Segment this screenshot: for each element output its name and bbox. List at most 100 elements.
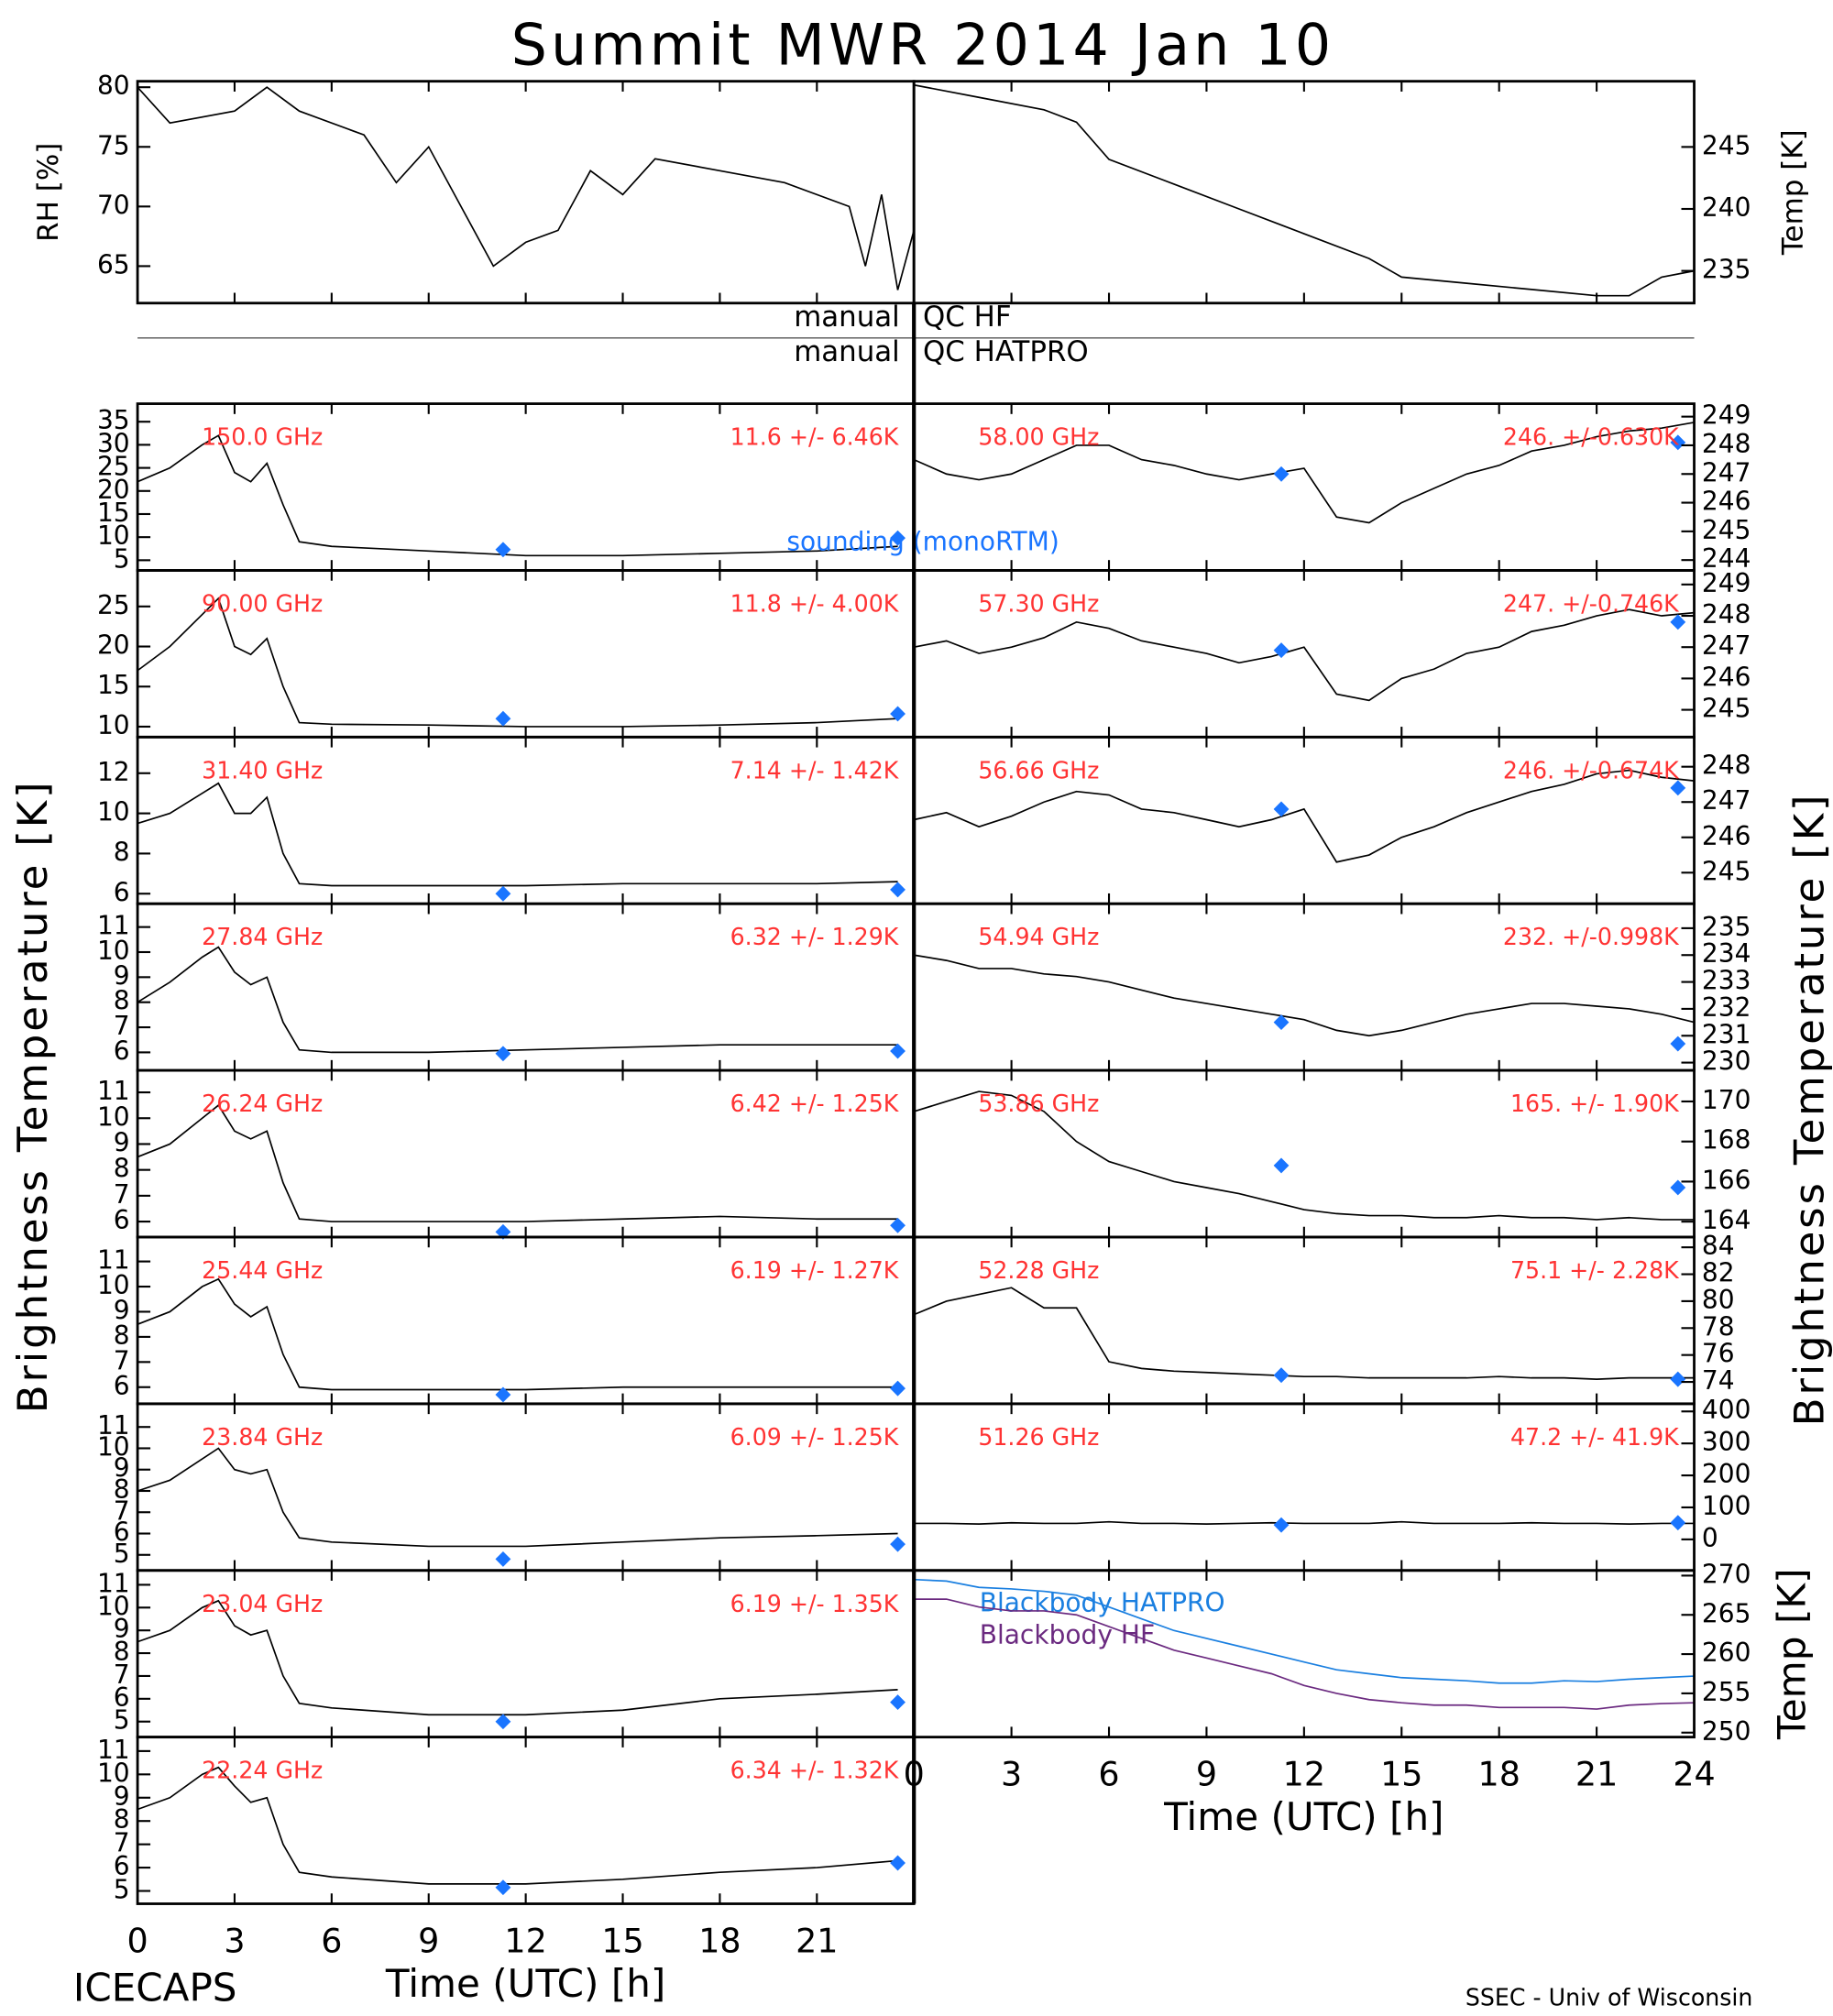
y-tick-label: 11 [97, 1410, 130, 1441]
y-tick-label: 7 [114, 1345, 130, 1375]
y-tick-label: 9 [114, 960, 130, 991]
y-tick-label: 25 [97, 452, 130, 482]
y-tick-label: 246 [1702, 487, 1751, 517]
qc-left: manual [794, 301, 900, 334]
trace [913, 1287, 1695, 1380]
chart-title: Summit MWR 2014 Jan 10 [511, 12, 1335, 78]
y-tick-label: 76 [1702, 1339, 1735, 1369]
sounding-point [1670, 780, 1686, 796]
y-tick-label: 233 [1702, 966, 1751, 996]
y-tick-label: 6 [114, 877, 130, 907]
channel-label: 23.84 GHz [202, 1424, 323, 1451]
sounding-point [890, 706, 906, 722]
sounding-point [1670, 614, 1686, 630]
y-tick-label: 5 [114, 1539, 130, 1569]
y-tick-label: 8 [114, 1154, 130, 1184]
y-axis-label: Temp [K] [1769, 1568, 1814, 1740]
y-tick-label: 248 [1702, 751, 1751, 781]
sounding-point [495, 542, 511, 558]
channel-stats: 11.6 +/- 6.46K [730, 424, 900, 451]
y-tick-label: 9 [114, 1127, 130, 1157]
sounding-point [495, 1046, 511, 1062]
y-tick-label: 80 [97, 71, 130, 101]
channel-stats: 47.2 +/- 41.9K [1510, 1424, 1680, 1451]
y-tick-label: 8 [114, 986, 130, 1016]
y-tick-label: 9 [114, 1614, 130, 1644]
y-tick-label: 7 [114, 1828, 130, 1858]
trace [914, 608, 1695, 702]
channel-label: 150.0 GHz [202, 424, 323, 451]
y-tick-label: 9 [114, 1781, 130, 1812]
sounding-point [890, 1043, 906, 1059]
qc-left: manual [794, 335, 900, 368]
trace [137, 1103, 898, 1222]
y-axis-label: RH [%] [32, 143, 65, 242]
y-tick-label: 10 [97, 520, 130, 551]
y-tick-label: 250 [1702, 1716, 1751, 1747]
sounding-point [495, 1714, 511, 1730]
channel-label: 51.26 GHz [978, 1424, 1099, 1451]
x-tick-label: 12 [1283, 1754, 1325, 1793]
y-tick-label: 25 [97, 590, 130, 620]
channel-stats: 246. +/-0.674K [1503, 757, 1680, 783]
y-tick-label: 7 [114, 1496, 130, 1526]
channel-stats: 232. +/-0.998K [1503, 924, 1680, 950]
channel-stats: 6.09 +/- 1.25K [730, 1424, 900, 1451]
qc-right: QC HATPRO [923, 335, 1089, 368]
y-tick-label: 260 [1702, 1638, 1751, 1668]
y-tick-label: 248 [1702, 429, 1751, 459]
y-tick-label: 240 [1702, 192, 1751, 223]
sounding-point [890, 1536, 906, 1552]
y-tick-label: 15 [97, 498, 130, 528]
y-tick-label: 74 [1702, 1365, 1735, 1396]
footer-right: SSEC - Univ of Wisconsin [1465, 1985, 1753, 2011]
channel-stats: 247. +/-0.746K [1503, 590, 1680, 617]
y-tick-label: 20 [97, 475, 130, 505]
y-tick-label: 231 [1702, 1019, 1751, 1049]
trace [914, 1520, 1695, 1525]
trace [137, 1766, 898, 1885]
channel-label: 57.30 GHz [978, 590, 1099, 617]
x-tick-label: 21 [1575, 1754, 1618, 1793]
y-tick-label: 10 [97, 710, 130, 740]
y-tick-label: 168 [1702, 1125, 1751, 1156]
channel-stats: 6.42 +/- 1.25K [730, 1090, 900, 1117]
y-tick-label: 170 [1702, 1085, 1751, 1115]
y-tick-label: 8 [114, 1474, 130, 1505]
y-tick-label: 82 [1702, 1257, 1735, 1287]
sounding-point [890, 1217, 906, 1233]
sounding-point [495, 1879, 511, 1896]
y-tick-label: 270 [1702, 1559, 1751, 1589]
sounding-point [1670, 434, 1686, 451]
y-tick-label: 246 [1702, 821, 1751, 851]
y-tick-label: 6 [114, 1682, 130, 1713]
channel-label: 26.24 GHz [202, 1090, 323, 1117]
sounding-point [495, 885, 511, 902]
y-tick-label: 6 [114, 1851, 130, 1881]
x-tick-label: 6 [1098, 1754, 1119, 1793]
y-tick-label: 245 [1702, 694, 1751, 724]
y-tick-label: 7 [114, 1660, 130, 1690]
x-tick-label: 3 [224, 1921, 245, 1960]
y-tick-label: 8 [114, 1804, 130, 1835]
trace [913, 1090, 1695, 1221]
sounding-point [1670, 1371, 1686, 1387]
y-tick-label: 11 [97, 911, 130, 941]
y-tick-label: 11 [97, 1735, 130, 1765]
y-axis-label: Brightness Temperature [K] [1785, 793, 1833, 1427]
sounding-point [495, 1223, 511, 1240]
trace [137, 597, 898, 728]
y-tick-label: 6 [114, 1205, 130, 1235]
y-tick-label: 248 [1702, 599, 1751, 630]
sounding-point [495, 710, 511, 727]
x-axis-label: Time (UTC) [h] [385, 1961, 665, 2006]
trace [137, 946, 898, 1054]
y-tick-label: 235 [1702, 255, 1751, 285]
y-tick-label: 10 [97, 1101, 130, 1132]
channel-stats: 6.19 +/- 1.35K [730, 1591, 900, 1617]
sounding-point [890, 882, 906, 898]
y-tick-label: 5 [114, 1705, 130, 1736]
y-tick-label: 245 [1702, 515, 1751, 545]
x-axis-label: Time (UTC) [h] [1163, 1794, 1443, 1839]
